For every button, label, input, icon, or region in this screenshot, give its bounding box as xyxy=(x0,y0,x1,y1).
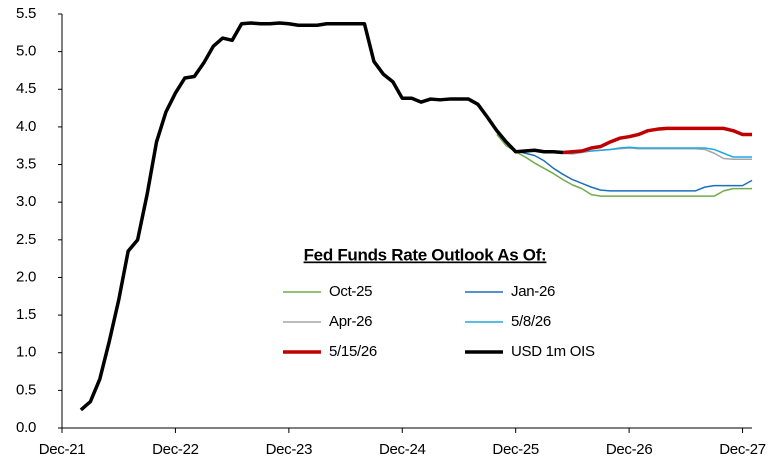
y-tick-label: 1.5 xyxy=(16,306,36,323)
y-tick-label: 4.0 xyxy=(16,118,36,135)
y-tick-label: 2.0 xyxy=(16,268,36,285)
line-series xyxy=(562,146,752,158)
legend-label: USD 1m OIS xyxy=(511,343,595,360)
y-tick-label: 5.0 xyxy=(16,43,36,60)
x-tick-label: Dec-25 xyxy=(492,441,539,458)
legend-label: 5/8/26 xyxy=(511,313,551,330)
x-tick-label: Dec-22 xyxy=(152,441,199,458)
legend-label: Jan-26 xyxy=(511,283,555,300)
y-tick-label: 3.0 xyxy=(16,193,36,210)
line-series xyxy=(515,150,753,192)
legend-label: 5/15/26 xyxy=(329,343,377,360)
y-tick-label: 1.0 xyxy=(16,344,36,361)
x-tick-label: Dec-24 xyxy=(379,441,426,458)
line-series xyxy=(496,133,752,197)
y-tick-label: 0.5 xyxy=(16,381,36,398)
y-tick-label: 2.5 xyxy=(16,231,36,248)
x-tick-label: Dec-23 xyxy=(266,441,313,458)
x-tick-label: Dec-26 xyxy=(606,441,653,458)
y-tick-label: 5.5 xyxy=(16,5,36,22)
line-series xyxy=(79,21,564,412)
y-tick-label: 0.0 xyxy=(16,419,36,436)
y-tick-label: 3.5 xyxy=(16,156,36,173)
y-tick-label: 4.5 xyxy=(16,80,36,97)
x-tick-label: Dec-21 xyxy=(39,441,86,458)
legend-title: Fed Funds Rate Outlook As Of: xyxy=(304,245,547,264)
legend-label: Apr-26 xyxy=(329,313,372,330)
legend-label: Oct-25 xyxy=(329,283,372,300)
line-series xyxy=(562,126,752,155)
x-tick-label: Dec-27 xyxy=(719,441,766,458)
